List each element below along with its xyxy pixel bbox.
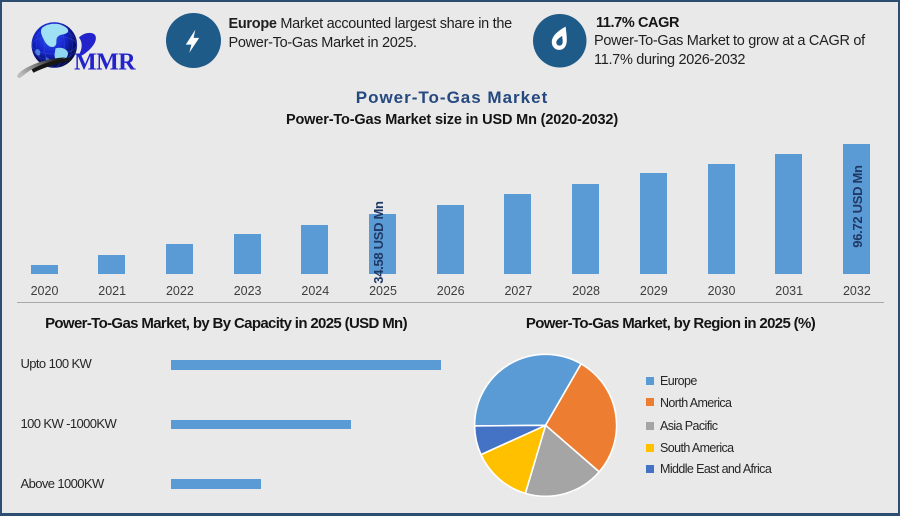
svg-text:MMR: MMR: [74, 50, 136, 76]
